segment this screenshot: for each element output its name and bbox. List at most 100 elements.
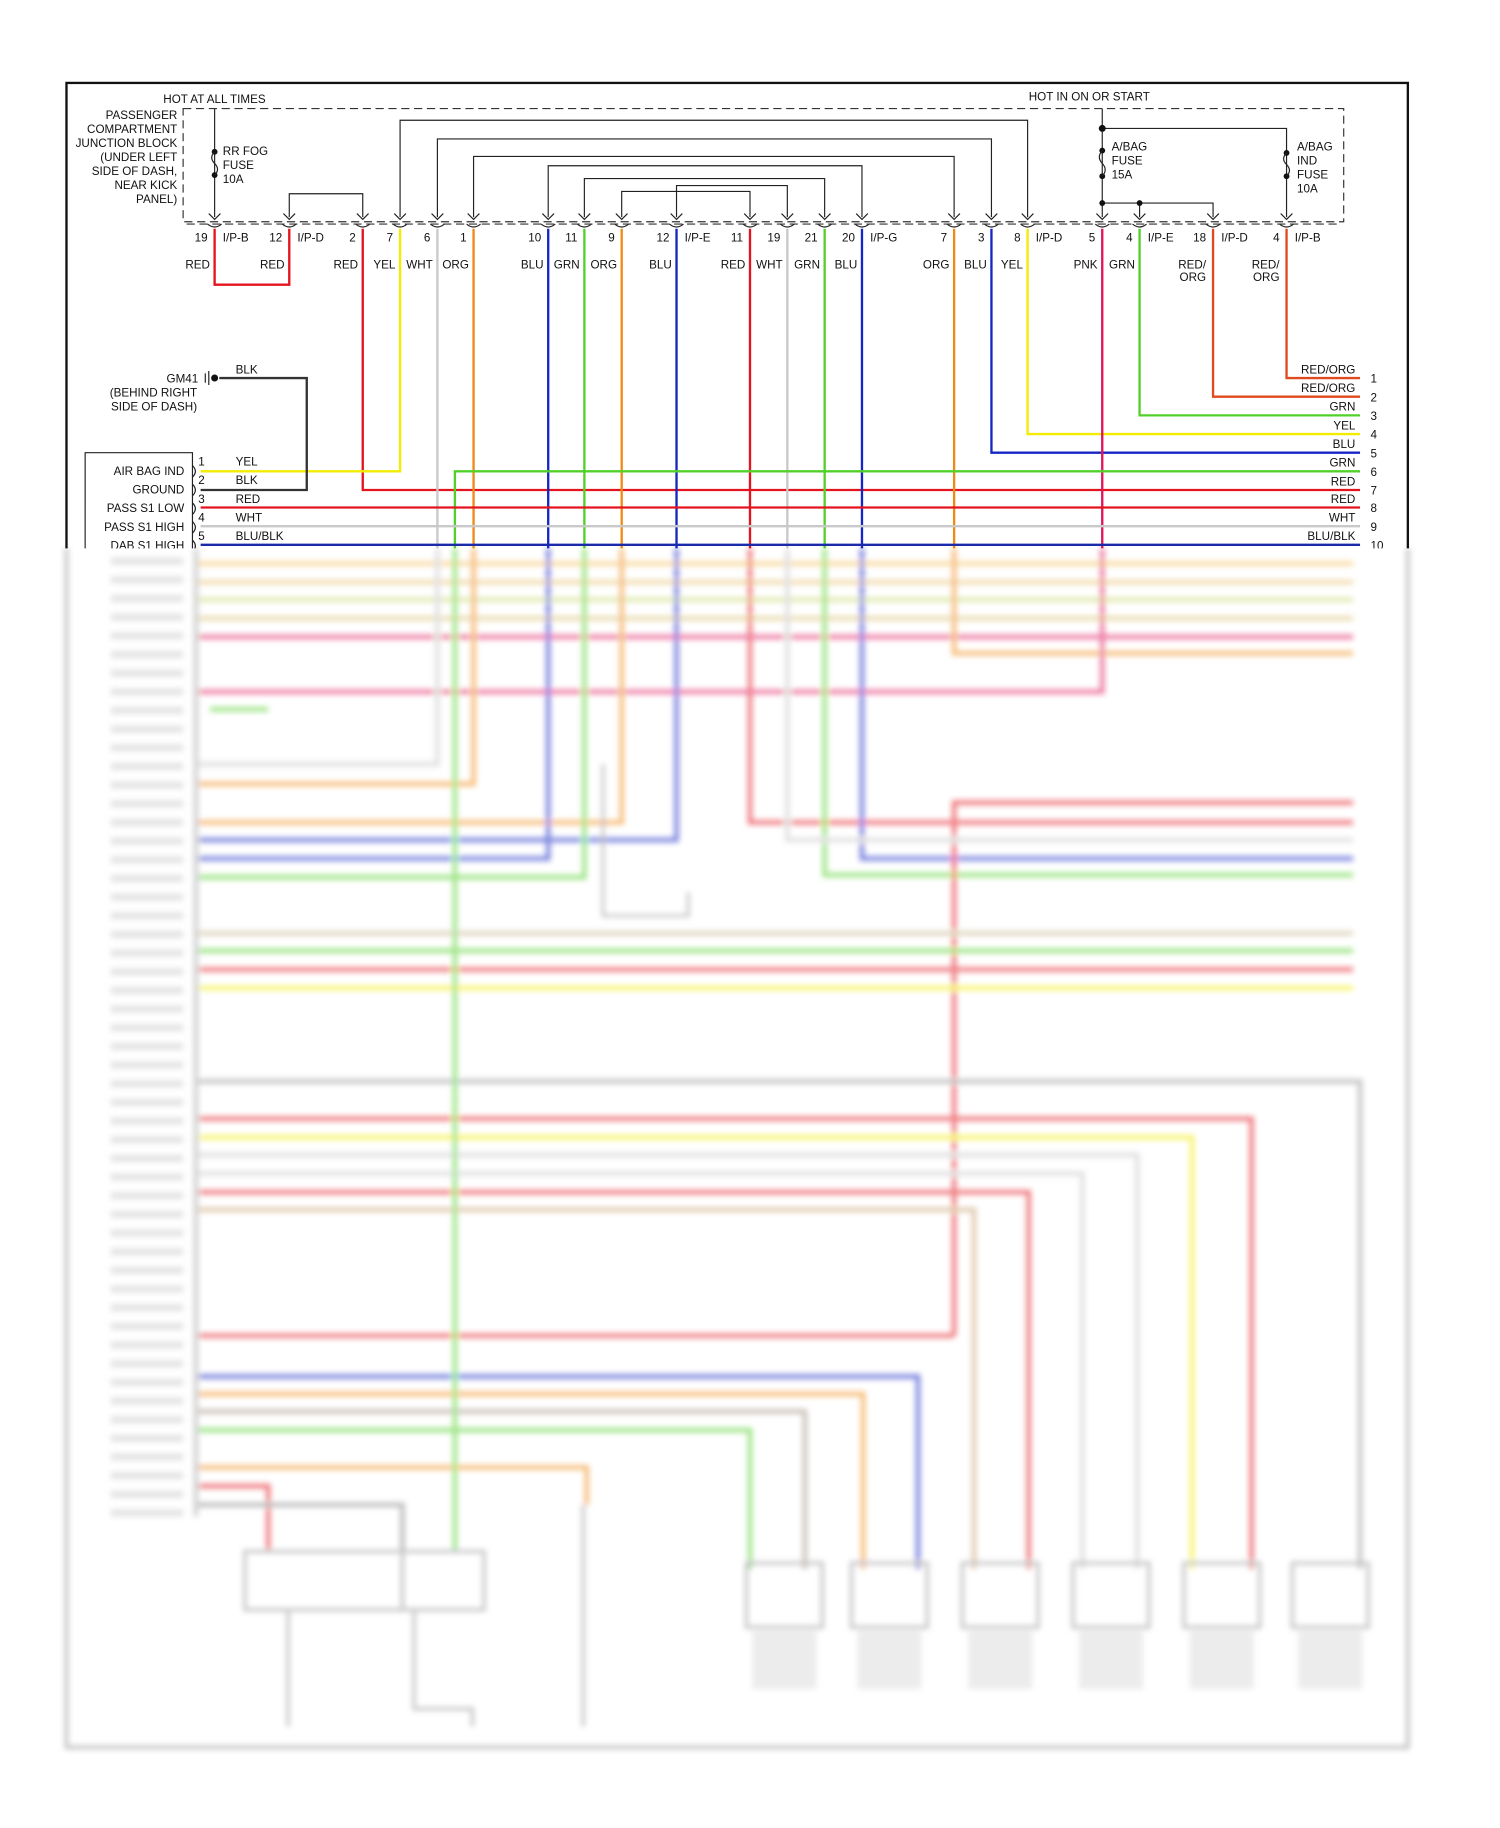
junction-block-label: NEAR KICK <box>114 179 177 192</box>
wire-color-label: PNK <box>1074 258 1098 271</box>
blurred-wire <box>198 1391 866 1569</box>
wire-red <box>361 228 1361 492</box>
right-connector-wire-label: RED <box>1331 493 1356 506</box>
blurred-pin-label <box>110 949 184 957</box>
blurred-pin-label <box>110 1229 184 1237</box>
blurred-wire <box>951 548 1354 656</box>
wire-color-label: GRN <box>554 258 580 271</box>
wire-color-label: RED/ <box>1252 258 1281 271</box>
blurred-wire <box>198 548 440 767</box>
wire-color-label: RED/ <box>1178 258 1207 271</box>
pin-number: 21 <box>805 232 818 245</box>
left-connector-pin-number: 2 <box>198 474 204 487</box>
pin-number: 20 <box>842 232 855 245</box>
blurred-pin-label <box>110 1136 184 1144</box>
connector-pin-icon <box>192 502 196 515</box>
blurred-pin-label <box>110 1005 184 1013</box>
blurred-wire <box>198 1465 590 1505</box>
fuse-icon <box>1283 152 1291 177</box>
blurred-wire <box>198 1502 405 1552</box>
wire-color-label: BLU/BLK <box>236 530 284 543</box>
pin-number: 19 <box>767 232 780 245</box>
wire-color-label: BLK <box>236 474 258 487</box>
right-connector-wire-label: BLU <box>1333 438 1356 451</box>
left-connector-pin-number: 1 <box>198 456 204 469</box>
wire-color-label: BLU <box>964 258 987 271</box>
blurred-pin-label <box>110 1098 184 1106</box>
blurred-pin-label <box>110 1173 184 1181</box>
pin-number: 4 <box>1273 232 1280 245</box>
blurred-component-label <box>1189 1630 1254 1690</box>
fuse-label: 10A <box>1297 183 1318 196</box>
wire-color-label: YEL <box>1001 258 1024 271</box>
ground-id: GM41 <box>167 373 199 386</box>
blurred-pin-label <box>110 1285 184 1293</box>
right-connector-pin-number: 9 <box>1371 521 1377 534</box>
junction-block-outline <box>182 108 1345 223</box>
fuse-label: A/BAG <box>1112 141 1148 154</box>
blurred-wire <box>198 1189 1032 1569</box>
pin-arrow-icon <box>540 213 556 228</box>
blurred-lower-diagram <box>64 548 1410 1750</box>
blurred-wire <box>198 1171 1085 1569</box>
blurred-component-label <box>857 1630 922 1690</box>
right-connector-pin-number: 5 <box>1371 447 1377 460</box>
pin-number: 2 <box>349 232 355 245</box>
blurred-component <box>744 1561 825 1630</box>
left-connector-pin-label: AIR BAG IND <box>114 465 185 478</box>
pin-number: 19 <box>195 232 208 245</box>
fuse-label: 10A <box>223 173 244 186</box>
internal-wire <box>472 155 955 218</box>
left-connector-pin-label: DAB S1 HIGH <box>110 539 184 552</box>
connector-pin-icon <box>192 483 196 497</box>
left-connector-pin-label: PASS S1 HIGH <box>104 521 184 534</box>
right-connector-pin-number: 1 <box>1371 373 1377 386</box>
pin-number: 7 <box>941 232 947 245</box>
connector-id: I/P-G <box>870 232 897 245</box>
blurred-pin-label <box>110 837 184 845</box>
ground-icon <box>204 371 210 386</box>
right-connector-pin-number: 7 <box>1371 485 1377 498</box>
blurred-component <box>849 1561 930 1630</box>
blurred-pin-label <box>110 1210 184 1218</box>
fuse-icon <box>1098 150 1106 177</box>
pin-arrow-icon <box>1020 213 1035 228</box>
wire-color-label: BLK <box>236 363 258 376</box>
left-connector-pin-number: 5 <box>198 530 204 543</box>
wire-color-label: WHT <box>236 512 263 525</box>
wire-color-label: ORG <box>590 258 617 271</box>
blurred-pin-label <box>110 893 184 901</box>
pin-arrow-icon <box>854 213 870 228</box>
splice-dot <box>1098 124 1106 132</box>
pin-number: 4 <box>1126 232 1133 245</box>
blurred-pin-label <box>110 800 184 808</box>
fuse-label: RR FOG <box>223 145 268 158</box>
blurred-pin-label <box>110 669 184 677</box>
blurred-component-label <box>968 1630 1033 1690</box>
wire-color-label: ORG <box>442 258 469 271</box>
blurred-pin-label <box>110 1322 184 1330</box>
right-connector-pin-number: 4 <box>1371 429 1378 442</box>
pin-arrow-icon <box>430 213 445 228</box>
wire-color-label: BLU <box>521 258 544 271</box>
connector-pin-icon <box>192 465 196 478</box>
wire-color-label: RED <box>185 258 210 271</box>
blurred-pin-label <box>110 1397 184 1405</box>
wire-color-label: ORG <box>1253 271 1280 284</box>
pin-arrow-icon <box>1094 213 1110 228</box>
pin-number: 5 <box>1089 232 1095 245</box>
pin-number: 18 <box>1193 232 1206 245</box>
wire-color-label: GRN <box>794 258 820 271</box>
blurred-pin-label <box>110 1024 184 1032</box>
blurred-wire <box>859 548 1354 861</box>
blurred-pin-label <box>110 912 184 920</box>
wire-color-label: BLU <box>835 258 858 271</box>
connector-pin-icon <box>192 521 196 534</box>
blurred-wire <box>198 1409 808 1569</box>
pin-arrow-icon <box>779 213 795 228</box>
right-connector-wire-label: BLU/BLK <box>1307 530 1355 543</box>
fuse-label: 15A <box>1112 169 1133 182</box>
internal-wire <box>621 190 751 218</box>
blurred-pin-label <box>110 818 184 826</box>
blurred-wire <box>198 1427 753 1569</box>
